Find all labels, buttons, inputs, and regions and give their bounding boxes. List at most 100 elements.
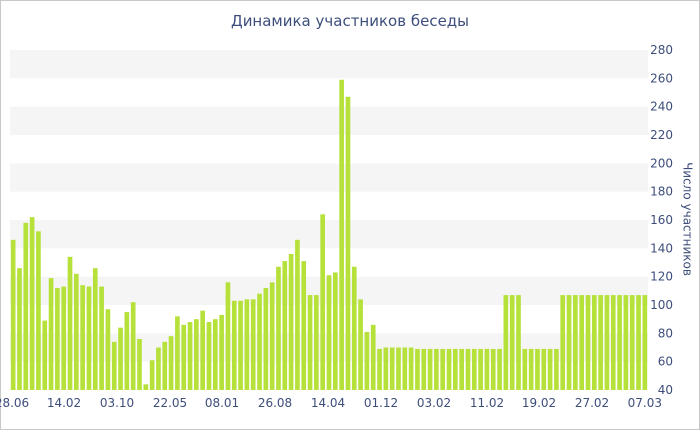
bar[interactable]: [402, 347, 408, 391]
bar[interactable]: [364, 331, 370, 390]
bar[interactable]: [528, 348, 534, 390]
bar[interactable]: [10, 239, 16, 390]
bar[interactable]: [307, 295, 313, 390]
bar[interactable]: [535, 348, 540, 390]
bar[interactable]: [547, 348, 553, 390]
bar[interactable]: [194, 319, 199, 390]
bar[interactable]: [238, 300, 243, 390]
bar[interactable]: [200, 310, 205, 390]
bar[interactable]: [465, 348, 471, 390]
bar[interactable]: [73, 273, 79, 390]
bar[interactable]: [427, 348, 433, 390]
bar[interactable]: [263, 288, 269, 390]
bar[interactable]: [332, 272, 338, 390]
bar[interactable]: [579, 295, 585, 390]
bar[interactable]: [250, 299, 256, 390]
bar[interactable]: [617, 295, 622, 390]
bar[interactable]: [377, 348, 382, 390]
bar[interactable]: [509, 295, 515, 390]
bar[interactable]: [156, 347, 161, 391]
bar[interactable]: [591, 295, 597, 390]
bar[interactable]: [610, 295, 616, 390]
bar[interactable]: [206, 322, 212, 390]
bar[interactable]: [503, 295, 509, 390]
bar[interactable]: [314, 295, 319, 390]
bar[interactable]: [636, 295, 641, 390]
bar[interactable]: [415, 348, 420, 390]
bar[interactable]: [99, 286, 104, 390]
bar[interactable]: [118, 327, 123, 390]
bar[interactable]: [269, 282, 275, 390]
bar[interactable]: [320, 214, 326, 390]
bar[interactable]: [484, 348, 490, 390]
bar[interactable]: [446, 348, 452, 390]
bar[interactable]: [560, 295, 566, 390]
bar[interactable]: [585, 295, 591, 390]
bar[interactable]: [554, 348, 559, 390]
bar[interactable]: [257, 293, 262, 390]
bar[interactable]: [187, 322, 193, 390]
bar[interactable]: [219, 314, 224, 390]
bar[interactable]: [61, 286, 67, 390]
bar[interactable]: [48, 278, 54, 390]
bar[interactable]: [383, 347, 389, 391]
bar[interactable]: [36, 231, 41, 390]
bar[interactable]: [440, 348, 446, 390]
bar[interactable]: [29, 217, 35, 390]
bar[interactable]: [339, 79, 344, 390]
bar[interactable]: [67, 256, 73, 390]
bar[interactable]: [623, 295, 629, 390]
bar[interactable]: [434, 348, 439, 390]
bar[interactable]: [351, 266, 357, 390]
bar[interactable]: [490, 348, 496, 390]
bar[interactable]: [288, 254, 294, 390]
bar[interactable]: [573, 295, 578, 390]
bar[interactable]: [137, 339, 142, 390]
bar[interactable]: [86, 286, 92, 390]
bar[interactable]: [629, 295, 635, 390]
bar[interactable]: [301, 261, 307, 390]
bar[interactable]: [566, 295, 572, 390]
bar[interactable]: [598, 295, 603, 390]
bar[interactable]: [212, 319, 218, 390]
bar[interactable]: [162, 341, 168, 390]
bar[interactable]: [23, 222, 29, 390]
bar[interactable]: [408, 347, 414, 391]
bar[interactable]: [111, 341, 117, 390]
bar[interactable]: [55, 288, 60, 390]
bar[interactable]: [541, 348, 547, 390]
bar[interactable]: [497, 348, 502, 390]
bar[interactable]: [478, 348, 483, 390]
bar[interactable]: [168, 336, 174, 390]
bar[interactable]: [105, 309, 111, 390]
bar[interactable]: [282, 261, 288, 390]
bar[interactable]: [345, 96, 351, 390]
bar[interactable]: [516, 295, 521, 390]
bar[interactable]: [124, 312, 130, 390]
bar[interactable]: [453, 348, 458, 390]
bar[interactable]: [389, 347, 395, 391]
bar[interactable]: [149, 360, 155, 390]
bar[interactable]: [604, 295, 610, 390]
bar[interactable]: [642, 295, 648, 390]
bar[interactable]: [396, 347, 401, 391]
bar[interactable]: [225, 282, 231, 390]
bar[interactable]: [326, 275, 332, 390]
bar[interactable]: [244, 299, 250, 390]
bar[interactable]: [80, 285, 85, 390]
bar[interactable]: [459, 348, 464, 390]
bar[interactable]: [421, 348, 427, 390]
bar[interactable]: [358, 299, 363, 390]
bar[interactable]: [92, 268, 98, 390]
bar[interactable]: [175, 316, 180, 390]
bar[interactable]: [231, 300, 237, 390]
bar[interactable]: [295, 239, 300, 390]
bar[interactable]: [522, 348, 528, 390]
bar[interactable]: [130, 302, 136, 390]
bar[interactable]: [42, 320, 48, 390]
bar[interactable]: [370, 324, 376, 390]
bar[interactable]: [143, 384, 149, 390]
bar[interactable]: [276, 266, 281, 390]
bar[interactable]: [181, 324, 187, 390]
bar[interactable]: [471, 348, 477, 390]
